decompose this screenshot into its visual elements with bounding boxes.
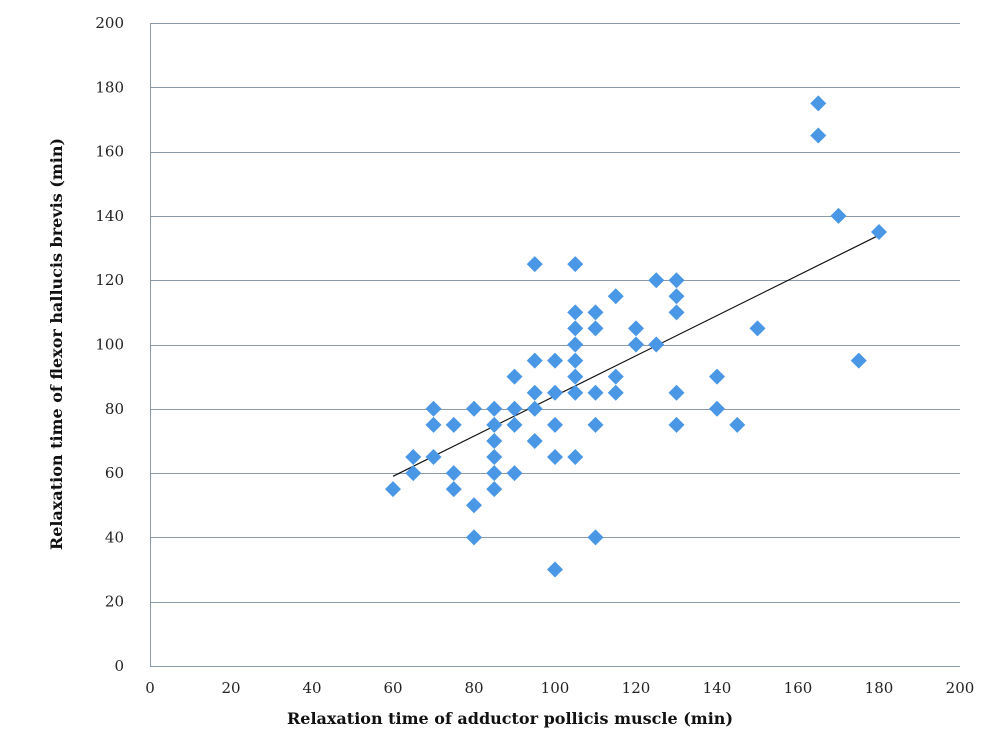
- x-axis-title: Relaxation time of adductor pollicis mus…: [287, 709, 733, 728]
- data-point: [749, 320, 766, 337]
- data-point: [567, 304, 584, 321]
- data-point: [668, 272, 685, 289]
- data-point: [486, 481, 503, 498]
- data-point: [385, 481, 401, 498]
- data-point: [547, 449, 563, 466]
- data-point: [587, 529, 604, 546]
- y-tick-labels: 0 20 40 60 80 100 120 140 160 180 200: [95, 14, 124, 675]
- y-tick-label: 160: [95, 143, 124, 161]
- data-point: [810, 127, 827, 144]
- data-point: [648, 272, 665, 289]
- data-point: [607, 384, 624, 401]
- data-point: [587, 304, 604, 321]
- y-tick-label: 100: [95, 336, 124, 354]
- data-point: [405, 465, 422, 482]
- gridlines: [150, 23, 960, 667]
- data-point: [526, 384, 543, 401]
- data-points: [385, 95, 887, 578]
- trendline: [392, 234, 880, 477]
- x-tick-label: 180: [865, 679, 894, 697]
- y-tick-label: 20: [105, 593, 124, 611]
- trendline-group: [392, 234, 880, 477]
- data-point: [567, 449, 584, 466]
- data-point: [466, 497, 482, 514]
- data-point: [810, 95, 827, 112]
- data-point: [607, 288, 624, 305]
- data-point: [445, 416, 462, 433]
- data-point: [668, 416, 685, 433]
- data-point: [567, 256, 584, 273]
- data-point: [486, 400, 503, 417]
- data-point: [709, 400, 725, 417]
- y-axis-title: Relaxation time of flexor hallucis brevi…: [47, 138, 66, 550]
- y-tick-label: 0: [114, 657, 124, 675]
- y-tick-label: 120: [95, 271, 124, 289]
- data-point: [486, 416, 503, 433]
- y-tick-label: 140: [95, 207, 124, 225]
- x-tick-label: 40: [302, 679, 321, 697]
- x-tick-label: 60: [383, 679, 402, 697]
- x-tick-label: 0: [145, 679, 155, 697]
- data-point: [850, 352, 867, 369]
- data-point: [871, 223, 887, 240]
- data-point: [628, 336, 644, 353]
- data-point: [567, 336, 584, 353]
- data-point: [547, 416, 563, 433]
- data-point: [628, 320, 644, 337]
- data-point: [729, 416, 746, 433]
- data-point: [506, 465, 523, 482]
- x-tick-label: 20: [221, 679, 240, 697]
- data-point: [709, 368, 725, 385]
- data-point: [567, 368, 584, 385]
- data-point: [587, 320, 604, 337]
- data-point: [830, 207, 847, 224]
- data-point: [668, 304, 685, 321]
- data-point: [506, 416, 523, 433]
- data-point: [526, 432, 543, 449]
- y-tick-label: 80: [105, 400, 124, 418]
- x-tick-label: 160: [784, 679, 813, 697]
- x-tick-label: 80: [464, 679, 483, 697]
- data-point: [526, 256, 543, 273]
- data-point: [607, 368, 624, 385]
- data-point: [445, 465, 462, 482]
- data-point: [547, 561, 563, 578]
- x-tick-label: 100: [541, 679, 570, 697]
- y-tick-label: 180: [95, 78, 124, 96]
- data-point: [648, 336, 665, 353]
- data-point: [587, 384, 604, 401]
- data-point: [587, 416, 604, 433]
- data-point: [547, 384, 563, 401]
- y-tick-label: 200: [95, 14, 124, 32]
- x-tick-label: 140: [703, 679, 732, 697]
- y-tick-label: 60: [105, 464, 124, 482]
- x-tick-label: 200: [946, 679, 975, 697]
- data-point: [445, 481, 462, 498]
- data-point: [486, 465, 503, 482]
- data-point: [547, 352, 563, 369]
- data-point: [466, 400, 482, 417]
- x-tick-labels: 0 20 40 60 80 100 120 140 160 180 200: [145, 679, 974, 697]
- data-point: [567, 352, 584, 369]
- data-point: [425, 400, 442, 417]
- data-point: [668, 384, 685, 401]
- data-point: [526, 400, 543, 417]
- data-point: [466, 529, 482, 546]
- data-point: [425, 449, 442, 466]
- data-point: [567, 384, 584, 401]
- data-point: [405, 449, 422, 466]
- data-point: [526, 352, 543, 369]
- data-point: [506, 368, 523, 385]
- data-point: [425, 416, 442, 433]
- y-tick-label: 40: [105, 528, 124, 546]
- data-point: [567, 320, 584, 337]
- x-tick-label: 120: [622, 679, 651, 697]
- data-point: [506, 400, 523, 417]
- data-point: [486, 432, 503, 449]
- data-point: [486, 449, 503, 466]
- data-point: [668, 288, 685, 305]
